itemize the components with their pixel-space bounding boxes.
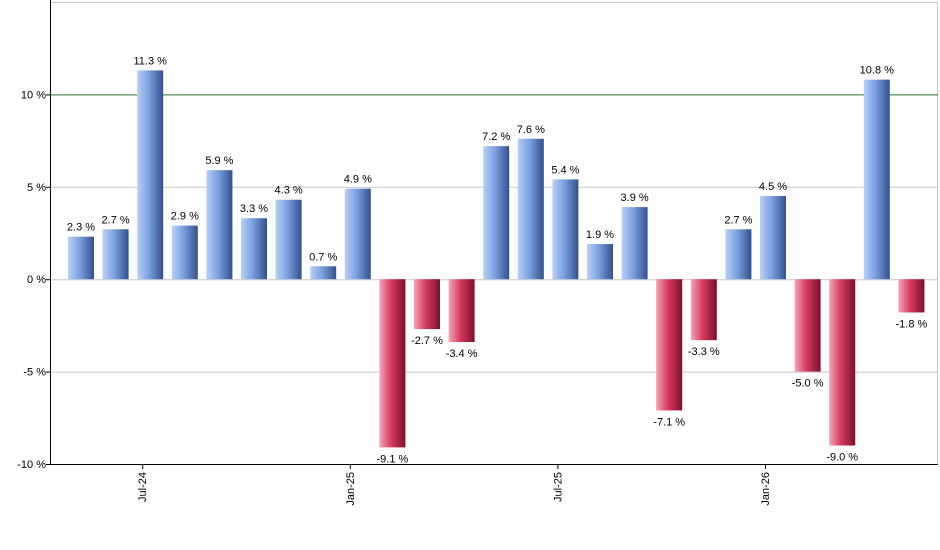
data-label: 2.7 % — [724, 214, 752, 226]
axes: 10 % 5 % 0 % -5 % -10 % Jul-24 Jan-25 Jul-25 Jan… — [17, 0, 938, 506]
data-label: 10.8 % — [860, 65, 894, 77]
data-label: 2.9 % — [171, 211, 199, 223]
bar — [137, 70, 164, 280]
bar — [206, 170, 233, 280]
data-label: -3.4 % — [446, 348, 478, 360]
data-label: 4.5 % — [759, 181, 787, 193]
x-tick-label: Jul-24 — [137, 472, 149, 502]
data-label: 5.9 % — [205, 155, 233, 167]
y-tick-label: 5 % — [27, 182, 46, 194]
y-tick-label: -5 % — [23, 367, 46, 379]
bar — [448, 279, 475, 343]
y-tick-label: 0 % — [27, 274, 46, 286]
bar — [621, 207, 648, 280]
data-label: -9.1 % — [377, 453, 409, 465]
data-labels: 2.3 % 2.7 % 11.3 % 2.9 % 5.9 % 3.3 % 4.3 % 0.7 … — [67, 55, 928, 465]
bar — [171, 225, 198, 280]
bar — [587, 244, 613, 280]
data-label: -5.0 % — [792, 378, 824, 390]
bar — [275, 199, 302, 280]
data-label: 4.3 % — [275, 185, 303, 197]
bar — [656, 279, 683, 411]
bar — [898, 279, 925, 313]
bar — [68, 236, 94, 280]
bar — [483, 146, 510, 280]
bar — [102, 229, 129, 280]
data-label: 3.9 % — [621, 192, 649, 204]
y-tick-label: -10 % — [17, 459, 46, 471]
data-label: 5.4 % — [551, 164, 579, 176]
data-label: 0.7 % — [309, 251, 337, 263]
bar — [414, 279, 440, 330]
bar — [517, 138, 544, 280]
bar — [310, 266, 337, 280]
bar — [552, 179, 579, 280]
x-tick-label: Jul-25 — [552, 472, 564, 502]
bars — [68, 70, 925, 448]
bar — [829, 279, 856, 446]
data-label: 2.7 % — [102, 214, 130, 226]
data-label: 7.2 % — [482, 131, 510, 143]
x-tick-label: Jan-26 — [760, 472, 772, 506]
data-label: 3.3 % — [240, 203, 268, 215]
bar — [344, 188, 371, 280]
bar — [241, 218, 267, 280]
data-label: 4.9 % — [344, 174, 372, 186]
data-label: -3.3 % — [688, 346, 720, 358]
bar — [794, 279, 821, 372]
data-label: 7.6 % — [517, 124, 545, 136]
bar — [863, 79, 890, 280]
data-label: -2.7 % — [411, 335, 443, 347]
bar — [690, 279, 717, 341]
data-label: 11.3 % — [133, 55, 167, 67]
data-label: 1.9 % — [586, 229, 614, 241]
data-label: -1.8 % — [896, 318, 928, 330]
bar — [725, 229, 752, 280]
bar — [379, 279, 406, 448]
data-label: -9.0 % — [826, 452, 858, 464]
bar — [760, 196, 786, 280]
data-label: 2.3 % — [67, 222, 95, 234]
x-tick-label: Jan-25 — [345, 472, 357, 506]
data-label: -7.1 % — [653, 416, 685, 428]
y-tick-label: 10 % — [21, 89, 46, 101]
